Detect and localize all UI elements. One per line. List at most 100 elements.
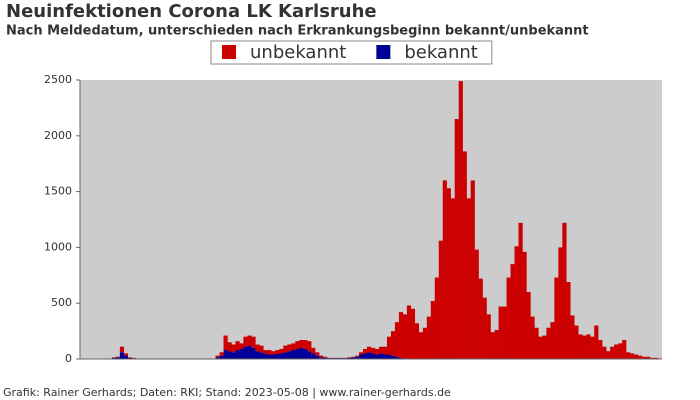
bar-segment <box>394 322 400 357</box>
bar-segment <box>267 350 272 355</box>
bar-segment <box>578 334 583 359</box>
bar-segment <box>303 340 308 349</box>
bar-segment <box>378 353 384 359</box>
bar-segment <box>263 350 268 354</box>
bar-segment <box>267 354 272 359</box>
bar-segment <box>295 348 300 359</box>
bar-segment <box>614 344 619 359</box>
bar-segment <box>598 340 603 359</box>
bar-segment <box>570 315 575 359</box>
bar-segment <box>119 352 125 359</box>
bar-segment <box>466 198 471 359</box>
bar-segment <box>618 343 623 359</box>
bar-segment <box>367 352 372 359</box>
bar-segment <box>275 350 280 354</box>
bar-segment <box>650 357 655 359</box>
bar-segment <box>582 335 587 359</box>
bar-segment <box>367 346 372 353</box>
bar-segment <box>271 351 276 355</box>
bar-segment <box>562 222 567 359</box>
bar-segment <box>406 305 412 359</box>
bar-segment <box>622 340 627 359</box>
bar-segment <box>255 344 260 352</box>
bar-segment <box>626 352 631 359</box>
bar-segment <box>271 354 276 359</box>
bar-segment <box>223 350 228 359</box>
bar-segment <box>590 336 595 359</box>
bar-segment <box>127 357 133 358</box>
bar-segment <box>430 300 435 359</box>
bar-segment <box>402 314 408 359</box>
bar-segment <box>363 353 368 359</box>
bar-segment <box>654 357 659 359</box>
bar-segment <box>259 352 264 359</box>
bar-segment <box>454 119 459 359</box>
bar-segment <box>279 348 284 354</box>
bar-segment <box>295 341 300 349</box>
bar-segment <box>390 355 396 359</box>
bar-segment <box>374 348 380 355</box>
bar-segment <box>542 335 547 359</box>
y-tick-label: 500 <box>51 296 72 309</box>
bar-segment <box>291 343 296 351</box>
bar-segment <box>490 332 495 359</box>
bar-segment <box>602 346 607 359</box>
bar-segment <box>319 357 324 359</box>
bar-segment <box>239 348 244 359</box>
bar-segment <box>215 355 220 358</box>
bar-segment <box>355 355 360 357</box>
bar-segment <box>514 246 519 359</box>
bar-segment <box>371 353 376 359</box>
bar-segment <box>231 344 236 353</box>
bar-segment <box>390 331 396 356</box>
bar-segment <box>414 323 420 359</box>
bar-segment <box>594 325 599 359</box>
bar-segment <box>398 357 404 359</box>
bar-segment <box>574 325 579 359</box>
bar-segment <box>422 327 428 359</box>
bar-segment <box>382 346 388 355</box>
bar-segment <box>307 341 312 352</box>
bar-segment <box>307 351 312 359</box>
bar-segment <box>410 308 416 359</box>
bar-segment <box>566 281 571 359</box>
bar-segment <box>227 351 232 359</box>
bar-segment <box>247 345 252 359</box>
bar-segment <box>323 356 328 358</box>
bar-segment <box>374 354 380 359</box>
bar-segment <box>219 352 224 356</box>
chart-title: Neuinfektionen Corona LK Karlsruhe <box>6 1 377 22</box>
bar-segment <box>355 356 360 359</box>
bar-segment <box>347 357 352 359</box>
bar-segment <box>474 249 479 359</box>
bar-segment <box>550 322 555 359</box>
bar-segment <box>470 180 475 359</box>
bar-segment <box>351 356 356 358</box>
bar-segment <box>311 353 316 359</box>
legend-swatch <box>376 45 391 59</box>
bar-segment <box>442 180 447 359</box>
bar-segment <box>215 357 220 359</box>
bar-segment <box>243 346 248 359</box>
bar-segment <box>458 81 463 359</box>
bar-segment <box>554 277 559 359</box>
bar-segment <box>486 314 491 359</box>
bar-segment <box>255 351 260 359</box>
bar-segment <box>115 356 121 358</box>
bar-segment <box>638 355 643 359</box>
y-tick-label: 1500 <box>44 185 72 198</box>
bar-segment <box>111 357 117 358</box>
bar-segment <box>299 347 304 359</box>
bar-segment <box>530 316 535 359</box>
bar-segment <box>259 345 264 353</box>
bar-segment <box>351 357 356 359</box>
bar-segment <box>363 348 368 354</box>
bar-segment <box>315 355 320 359</box>
bar-segment <box>510 264 515 359</box>
bar-segment <box>115 357 121 359</box>
bar-segment <box>319 355 324 358</box>
bar-segment <box>347 357 352 358</box>
bar-segment <box>123 353 129 356</box>
bar-segment <box>526 292 531 359</box>
